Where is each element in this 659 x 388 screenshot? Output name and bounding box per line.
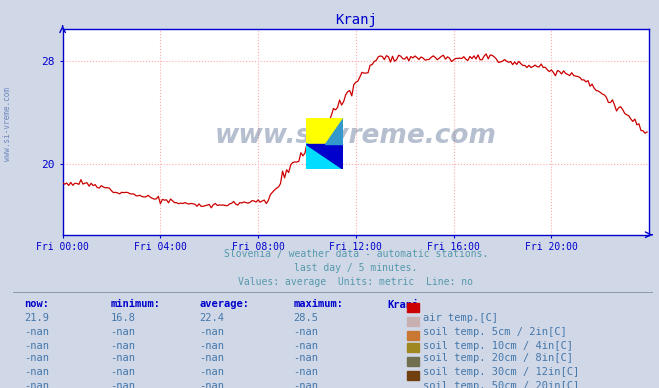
- Text: now:: now:: [24, 299, 49, 309]
- Text: -nan: -nan: [110, 381, 135, 388]
- Bar: [407, 371, 419, 380]
- Text: -nan: -nan: [24, 367, 49, 377]
- Text: -nan: -nan: [24, 381, 49, 388]
- Text: 16.8: 16.8: [110, 313, 135, 323]
- Text: -nan: -nan: [110, 353, 135, 364]
- Text: Values: average  Units: metric  Line: no: Values: average Units: metric Line: no: [239, 277, 473, 287]
- Text: soil temp. 20cm / 8in[C]: soil temp. 20cm / 8in[C]: [422, 353, 573, 364]
- Text: -nan: -nan: [293, 367, 318, 377]
- Text: 21.9: 21.9: [24, 313, 49, 323]
- Text: www.si-vreme.com: www.si-vreme.com: [215, 123, 497, 149]
- Text: -nan: -nan: [24, 327, 49, 337]
- Text: www.si-vreme.com: www.si-vreme.com: [3, 87, 13, 161]
- Text: soil temp. 30cm / 12in[C]: soil temp. 30cm / 12in[C]: [422, 367, 579, 377]
- Text: -nan: -nan: [293, 341, 318, 350]
- Text: 22.4: 22.4: [199, 313, 224, 323]
- Text: -nan: -nan: [293, 327, 318, 337]
- Text: Kranj: Kranj: [387, 299, 418, 310]
- Text: -nan: -nan: [293, 381, 318, 388]
- Text: -nan: -nan: [199, 353, 224, 364]
- Text: soil temp. 10cm / 4in[C]: soil temp. 10cm / 4in[C]: [422, 341, 573, 350]
- Text: Slovenia / weather data - automatic stations.: Slovenia / weather data - automatic stat…: [223, 249, 488, 259]
- Text: minimum:: minimum:: [110, 299, 160, 309]
- Text: -nan: -nan: [199, 341, 224, 350]
- Text: -nan: -nan: [110, 327, 135, 337]
- Text: last day / 5 minutes.: last day / 5 minutes.: [294, 263, 418, 273]
- Text: average:: average:: [199, 299, 249, 309]
- Text: -nan: -nan: [24, 353, 49, 364]
- Polygon shape: [306, 144, 343, 169]
- Text: soil temp. 50cm / 20in[C]: soil temp. 50cm / 20in[C]: [422, 381, 579, 388]
- Bar: [407, 331, 419, 340]
- Text: air temp.[C]: air temp.[C]: [422, 313, 498, 323]
- Text: -nan: -nan: [199, 327, 224, 337]
- Polygon shape: [306, 144, 343, 169]
- Text: -nan: -nan: [24, 341, 49, 350]
- Bar: [407, 343, 419, 352]
- Text: -nan: -nan: [110, 341, 135, 350]
- Bar: [306, 118, 343, 144]
- Polygon shape: [325, 118, 343, 144]
- Text: 28.5: 28.5: [293, 313, 318, 323]
- Text: soil temp. 5cm / 2in[C]: soil temp. 5cm / 2in[C]: [422, 327, 567, 337]
- Text: -nan: -nan: [293, 353, 318, 364]
- Text: -nan: -nan: [199, 367, 224, 377]
- Title: Kranj: Kranj: [335, 12, 377, 26]
- Text: -nan: -nan: [110, 367, 135, 377]
- Text: maximum:: maximum:: [293, 299, 343, 309]
- Text: -nan: -nan: [199, 381, 224, 388]
- Bar: [407, 317, 419, 326]
- Bar: [407, 357, 419, 366]
- Bar: [407, 303, 419, 312]
